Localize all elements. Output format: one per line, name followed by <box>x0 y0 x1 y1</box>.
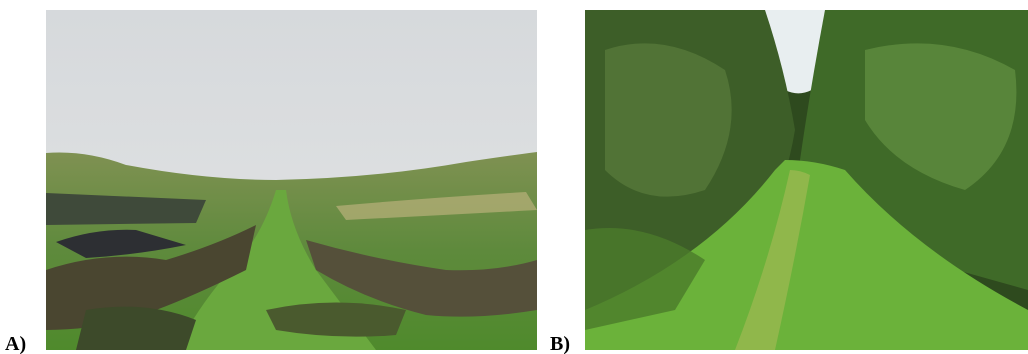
panel-label: B) <box>550 333 570 354</box>
photo-b <box>585 10 1028 350</box>
figure: A) B) <box>0 0 1028 354</box>
photo-a <box>46 10 537 350</box>
panel-label: A) <box>5 333 26 354</box>
